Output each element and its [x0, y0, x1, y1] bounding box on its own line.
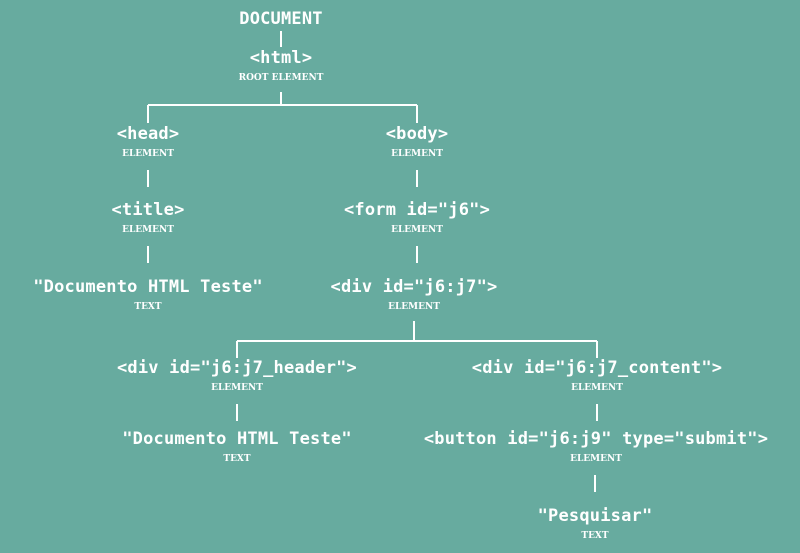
node-button-text: "Pesquisar" TEXT: [538, 506, 653, 541]
node-type: ELEMENT: [571, 383, 623, 393]
node-type: ROOT ELEMENT: [238, 73, 324, 83]
node-title: <title> ELEMENT: [111, 200, 184, 235]
node-label: "Documento HTML Teste": [33, 277, 263, 297]
node-type: TEXT: [223, 454, 251, 464]
node-head: <head> ELEMENT: [117, 124, 180, 159]
node-label: <div id="j6:j7_header">: [116, 358, 358, 378]
node-header-text: "Documento HTML Teste" TEXT: [122, 429, 352, 464]
node-type: ELEMENT: [122, 149, 174, 159]
node-type: TEXT: [134, 302, 162, 312]
node-form: <form id="j6"> ELEMENT: [344, 200, 490, 235]
node-button: <button id="j6:j9" type="submit"> ELEMEN…: [424, 429, 768, 464]
node-label: DOCUMENT: [239, 9, 323, 29]
node-label: <html>: [249, 48, 313, 68]
node-type: ELEMENT: [211, 383, 263, 393]
node-body: <body> ELEMENT: [386, 124, 449, 159]
node-div-header: <div id="j6:j7_header"> ELEMENT: [117, 358, 357, 393]
node-document: DOCUMENT: [239, 9, 322, 29]
node-type: TEXT: [581, 531, 609, 541]
node-div-j7: <div id="j6:j7"> ELEMENT: [331, 277, 498, 312]
node-html: <html> ROOT ELEMENT: [239, 48, 324, 83]
node-type: ELEMENT: [391, 149, 443, 159]
node-label: <form id="j6">: [343, 200, 491, 220]
node-type: ELEMENT: [388, 302, 440, 312]
node-label: <body>: [385, 124, 449, 144]
node-label: <div id="j6:j7">: [330, 277, 498, 297]
node-type: ELEMENT: [570, 454, 622, 464]
node-label: "Documento HTML Teste": [122, 429, 352, 449]
node-label: <div id="j6:j7_content">: [471, 358, 723, 378]
node-title-text: "Documento HTML Teste" TEXT: [33, 277, 263, 312]
node-label: <button id="j6:j9" type="submit">: [423, 429, 769, 449]
node-label: "Pesquisar": [537, 506, 653, 526]
node-label: <title>: [111, 200, 185, 220]
node-type: ELEMENT: [391, 225, 443, 235]
node-div-content: <div id="j6:j7_content"> ELEMENT: [472, 358, 722, 393]
node-type: ELEMENT: [122, 225, 174, 235]
node-label: <head>: [116, 124, 180, 144]
